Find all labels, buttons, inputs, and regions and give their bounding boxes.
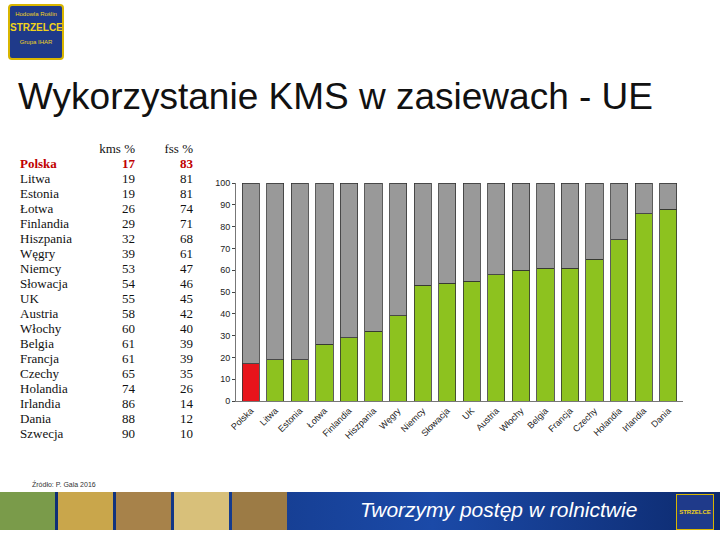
svg-text:90: 90 (220, 200, 230, 210)
html-text:Węgry: Węgry (20, 246, 56, 261)
html-text:STRZELCE: STRZELCE (679, 509, 711, 515)
html-text:Grupa IHAR: Grupa IHAR (19, 39, 53, 45)
svg-text:Belgia: Belgia (525, 406, 550, 431)
html-text:61: 61 (122, 351, 135, 366)
html-text:26: 26 (122, 201, 135, 216)
svg-text:40: 40 (220, 309, 230, 319)
svg-text:30: 30 (220, 331, 230, 341)
svg-text:80: 80 (220, 222, 230, 232)
html-text:74: 74 (122, 381, 135, 396)
html-text:Austria: Austria (20, 306, 59, 321)
html-text:47: 47 (180, 261, 193, 276)
svg-text:Hiszpania: Hiszpania (343, 406, 378, 441)
html-text:Holandia: Holandia (20, 381, 68, 396)
html-text:42: 42 (180, 306, 193, 321)
html-text:fss %: fss % (164, 141, 193, 156)
svg-text:Włochy: Włochy (498, 405, 526, 433)
html-text:40: 40 (180, 321, 193, 336)
html-text:74: 74 (180, 201, 193, 216)
svg-text:Francja: Francja (546, 406, 574, 434)
svg-text:Czechy: Czechy (571, 405, 600, 434)
html-text:kms %: kms % (99, 141, 135, 156)
html-text:Polska: Polska (20, 156, 57, 171)
html-text:39: 39 (180, 336, 193, 351)
html-text:Szwecja: Szwecja (20, 426, 64, 441)
html-text:54: 54 (122, 276, 135, 291)
html-text:Źródło: P. Gala 2016: Źródło: P. Gala 2016 (32, 481, 96, 488)
html-text:Łotwa: Łotwa (20, 201, 54, 216)
svg-text:70: 70 (220, 244, 230, 254)
html-text:45: 45 (180, 291, 193, 306)
html-text:Belgia: Belgia (20, 336, 54, 351)
svg-text:100: 100 (215, 178, 230, 188)
html-text:Tworzymy postęp w rolnictwie: Tworzymy postęp w rolnictwie (360, 498, 638, 521)
svg-text:Litwa: Litwa (258, 406, 280, 428)
html-text:10: 10 (180, 426, 193, 441)
html-text:81: 81 (180, 186, 193, 201)
svg-text:Holandia: Holandia (592, 406, 624, 438)
html-text:39: 39 (122, 246, 135, 261)
html-text:UK: UK (20, 291, 39, 306)
svg-text:Dania: Dania (649, 406, 673, 430)
html-text:61: 61 (122, 336, 135, 351)
svg-text:Estonia: Estonia (276, 406, 304, 434)
html-text:55: 55 (122, 291, 135, 306)
html-text:39: 39 (180, 351, 193, 366)
html-text:14: 14 (180, 396, 193, 411)
html-text:Niemcy: Niemcy (20, 261, 62, 276)
svg-text:Węgry: Węgry (377, 405, 403, 431)
html-text:68: 68 (180, 231, 193, 246)
html-text:Wykorzystanie KMS w zasiewach: Wykorzystanie KMS w zasiewach - UE (18, 76, 653, 117)
html-text:12: 12 (180, 411, 193, 426)
html-text:Włochy: Włochy (20, 321, 62, 336)
html-text:Litwa: Litwa (20, 171, 51, 186)
html-text:32: 32 (122, 231, 135, 246)
html-text:STRZELCE: STRZELCE (10, 22, 63, 33)
html-text:83: 83 (180, 156, 193, 171)
html-text:Dania: Dania (20, 411, 51, 426)
html-text:90: 90 (122, 426, 135, 441)
html-text:Irlandia: Irlandia (20, 396, 61, 411)
html-text:46: 46 (180, 276, 193, 291)
html-text:58: 58 (122, 306, 135, 321)
svg-text:20: 20 (220, 353, 230, 363)
svg-text:0: 0 (225, 396, 230, 406)
html-text:29: 29 (122, 216, 135, 231)
html-text:Hiszpania: Hiszpania (20, 231, 72, 246)
html-text:Słowacja: Słowacja (20, 276, 68, 291)
svg-text:60: 60 (220, 265, 230, 275)
svg-text:Niemcy: Niemcy (399, 405, 428, 434)
html-text:Czechy: Czechy (20, 366, 59, 381)
html-text:65: 65 (122, 366, 135, 381)
html-text:35: 35 (180, 366, 193, 381)
html-text:26: 26 (180, 381, 193, 396)
svg-text:10: 10 (220, 374, 230, 384)
html-text:81: 81 (180, 171, 193, 186)
html-text:61: 61 (180, 246, 193, 261)
svg-text:50: 50 (220, 287, 230, 297)
svg-text:Austria: Austria (474, 406, 501, 433)
html-text:19: 19 (122, 171, 135, 186)
svg-text:Łotwa: Łotwa (305, 406, 329, 430)
html-text:88: 88 (122, 411, 135, 426)
svg-text:Słowacja: Słowacja (419, 406, 452, 439)
html-text:53: 53 (122, 261, 135, 276)
svg-text:Finlandia: Finlandia (321, 406, 354, 439)
html-text:60: 60 (122, 321, 135, 336)
svg-text:Polska: Polska (229, 406, 255, 432)
html-text:Estonia: Estonia (20, 186, 59, 201)
svg-text:UK: UK (460, 406, 476, 422)
html-text:Finlandia: Finlandia (20, 216, 70, 231)
html-text:Francja: Francja (20, 351, 59, 366)
html-text:71: 71 (180, 216, 193, 231)
html-text:86: 86 (122, 396, 135, 411)
html-text:19: 19 (122, 186, 135, 201)
html-text:17: 17 (122, 156, 135, 171)
html-text:Hodowla Roślin: Hodowla Roślin (15, 11, 57, 17)
svg-text:Irlandia: Irlandia (620, 406, 648, 434)
